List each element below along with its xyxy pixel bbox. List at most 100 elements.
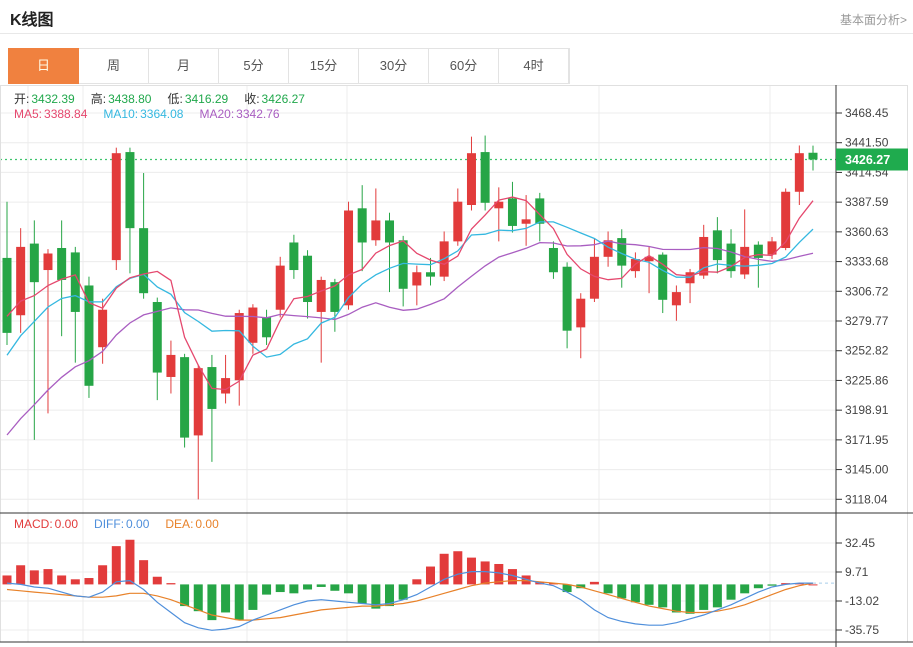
macd-bar	[16, 565, 26, 585]
candle-body	[617, 238, 627, 266]
macd-bar	[644, 584, 654, 605]
macd-bar	[412, 579, 422, 585]
macd-bar	[617, 584, 627, 599]
candle-body	[808, 152, 818, 160]
candle-body	[466, 153, 476, 205]
candle-body	[152, 302, 162, 373]
candle-body	[644, 256, 654, 262]
macd-bar	[111, 546, 121, 585]
macd-bar	[98, 565, 108, 585]
macd-bar	[658, 584, 668, 608]
macd-bar	[275, 584, 285, 593]
macd-bar	[494, 563, 504, 585]
candle-body	[658, 254, 668, 300]
macd-bar	[84, 578, 94, 585]
price-axis-label: 3468.45	[845, 106, 889, 120]
ma10-line	[6, 221, 814, 358]
candle-body	[548, 247, 558, 273]
candle-body	[357, 208, 367, 243]
candle-body	[234, 313, 244, 381]
macd-bar	[193, 584, 203, 612]
candle-body	[2, 257, 12, 333]
candle-body	[603, 240, 613, 257]
macd-bar	[685, 584, 695, 614]
kline-chart-canvas[interactable]: 3468.453441.503414.543387.593360.633333.…	[0, 85, 913, 647]
macd-bar	[425, 566, 435, 585]
price-axis-label: 3387.59	[845, 195, 889, 209]
candle-body	[781, 191, 791, 248]
macd-bar	[562, 584, 572, 593]
macd-bar	[712, 584, 722, 608]
candle-body	[193, 368, 203, 436]
candle-body	[330, 282, 340, 312]
macd-bar	[248, 584, 258, 610]
macd-bar	[43, 569, 53, 585]
tab-周[interactable]: 周	[79, 49, 149, 83]
macd-bar	[630, 584, 640, 603]
candle-body	[535, 198, 545, 224]
tab-月[interactable]: 月	[149, 49, 219, 83]
macd-bar	[753, 584, 763, 589]
candle-body	[275, 265, 285, 310]
candle-body	[671, 292, 681, 306]
macd-bar	[767, 584, 777, 586]
macd-bar	[671, 584, 681, 613]
macd-bar	[398, 584, 408, 600]
macd-bar	[726, 584, 736, 600]
macd-bar	[507, 569, 517, 585]
macd-bar	[152, 576, 162, 585]
candle-body	[125, 152, 135, 229]
candle-body	[630, 259, 640, 272]
ma20-line	[6, 240, 814, 436]
price-axis-label: 3441.50	[845, 136, 889, 150]
macd-bar	[603, 584, 613, 594]
macd-bar	[808, 584, 818, 586]
candle-body	[576, 298, 586, 328]
candle-body	[180, 357, 190, 438]
macd-axis-label: -13.02	[845, 594, 879, 608]
dea-line	[6, 580, 814, 621]
macd-bar	[589, 581, 599, 585]
diff-line	[6, 571, 813, 631]
macd-axis-label: 32.45	[845, 536, 875, 550]
candle-body	[589, 256, 599, 299]
price-axis-label: 3145.00	[845, 463, 889, 477]
candle-body	[425, 272, 435, 277]
macd-bar	[139, 560, 149, 585]
tab-4时[interactable]: 4时	[499, 49, 569, 83]
macd-bar	[480, 561, 490, 585]
price-axis-label: 3360.63	[845, 225, 889, 239]
tab-30分[interactable]: 30分	[359, 49, 429, 83]
macd-bar	[289, 584, 299, 594]
macd-bar	[576, 584, 586, 589]
tab-5分[interactable]: 5分	[219, 49, 289, 83]
candle-body	[29, 243, 39, 283]
macd-bar	[303, 584, 313, 590]
macd-bar	[125, 539, 135, 585]
macd-bar	[521, 575, 531, 585]
tab-15分[interactable]: 15分	[289, 49, 359, 83]
price-axis-label: 3333.68	[845, 255, 889, 269]
candle-body	[303, 255, 313, 303]
candle-body	[794, 153, 804, 192]
kline-chart[interactable]: 3468.45 3441.50 3414.54 3387.59 3360.63 3333.…	[0, 85, 913, 647]
macd-axis-label: 9.71	[845, 565, 869, 579]
tab-60分[interactable]: 60分	[429, 49, 499, 83]
macd-bar	[262, 584, 272, 595]
macd-bar	[29, 570, 39, 585]
tab-日[interactable]: 日	[8, 48, 79, 84]
macd-bar	[439, 553, 449, 585]
macd-bar	[2, 575, 12, 585]
price-axis-label: 3252.82	[845, 344, 889, 358]
price-axis-label: 3171.95	[845, 433, 889, 447]
macd-bar	[330, 584, 340, 591]
interval-tabbar: 日周月 5分 15分 30分 60分 4时	[8, 48, 570, 84]
price-axis-label: 3306.72	[845, 284, 889, 298]
candle-body	[84, 285, 94, 386]
macd-bar	[221, 584, 231, 613]
fundamental-analysis-link[interactable]: 基本面分析>	[839, 13, 907, 27]
macd-bar	[316, 584, 326, 587]
candle-body	[726, 243, 736, 272]
candle-body	[111, 153, 121, 261]
candle-body	[98, 309, 108, 348]
